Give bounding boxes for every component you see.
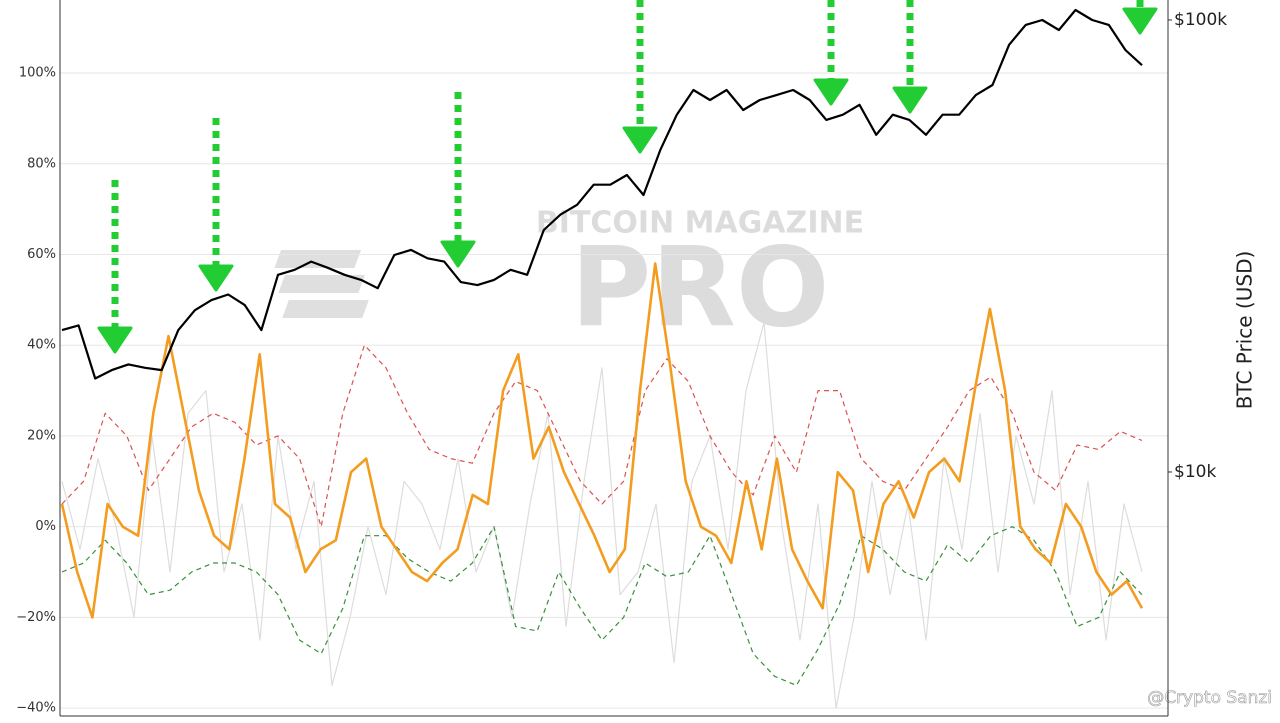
- series-line: [61, 344, 1143, 528]
- arrow-head: [1122, 7, 1158, 35]
- arrow-head: [892, 86, 928, 114]
- y-tick-label: −20%: [16, 610, 56, 625]
- arrow-head: [440, 240, 476, 268]
- logo-bar: [278, 275, 365, 293]
- y-tick-label: 0%: [35, 519, 56, 534]
- y2-tick-label: $100k: [1174, 10, 1227, 30]
- series-line: [61, 526, 1143, 686]
- y-tick-label: −40%: [16, 701, 56, 716]
- grid: [60, 72, 1168, 709]
- watermark-logo: [274, 250, 369, 318]
- y-tick-label: 40%: [27, 338, 56, 353]
- logo-bar: [282, 300, 369, 318]
- y2-tick-label: $10k: [1174, 462, 1216, 482]
- arrow-head: [813, 78, 849, 106]
- arrow-head: [198, 264, 234, 292]
- watermark-text: PRO: [571, 223, 830, 351]
- y-tick-label: 60%: [27, 247, 56, 262]
- y-tick-label: 20%: [27, 428, 56, 443]
- credit: @Crypto Sanzi: [1147, 688, 1272, 708]
- y-tick-label: 100%: [19, 66, 56, 81]
- arrow-head: [97, 326, 133, 354]
- arrow-head: [622, 126, 658, 154]
- watermark-text: BITCOIN MAGAZINE: [536, 206, 864, 241]
- series-line: [60, 262, 1144, 619]
- series-line: [61, 321, 1143, 709]
- series-line: [61, 8, 1143, 380]
- y2-axis-title: BTC Price (USD): [1233, 251, 1257, 410]
- logo-bar: [274, 250, 362, 268]
- watermark: BITCOIN MAGAZINE PRO: [274, 206, 864, 351]
- y-tick-label: 80%: [27, 156, 56, 171]
